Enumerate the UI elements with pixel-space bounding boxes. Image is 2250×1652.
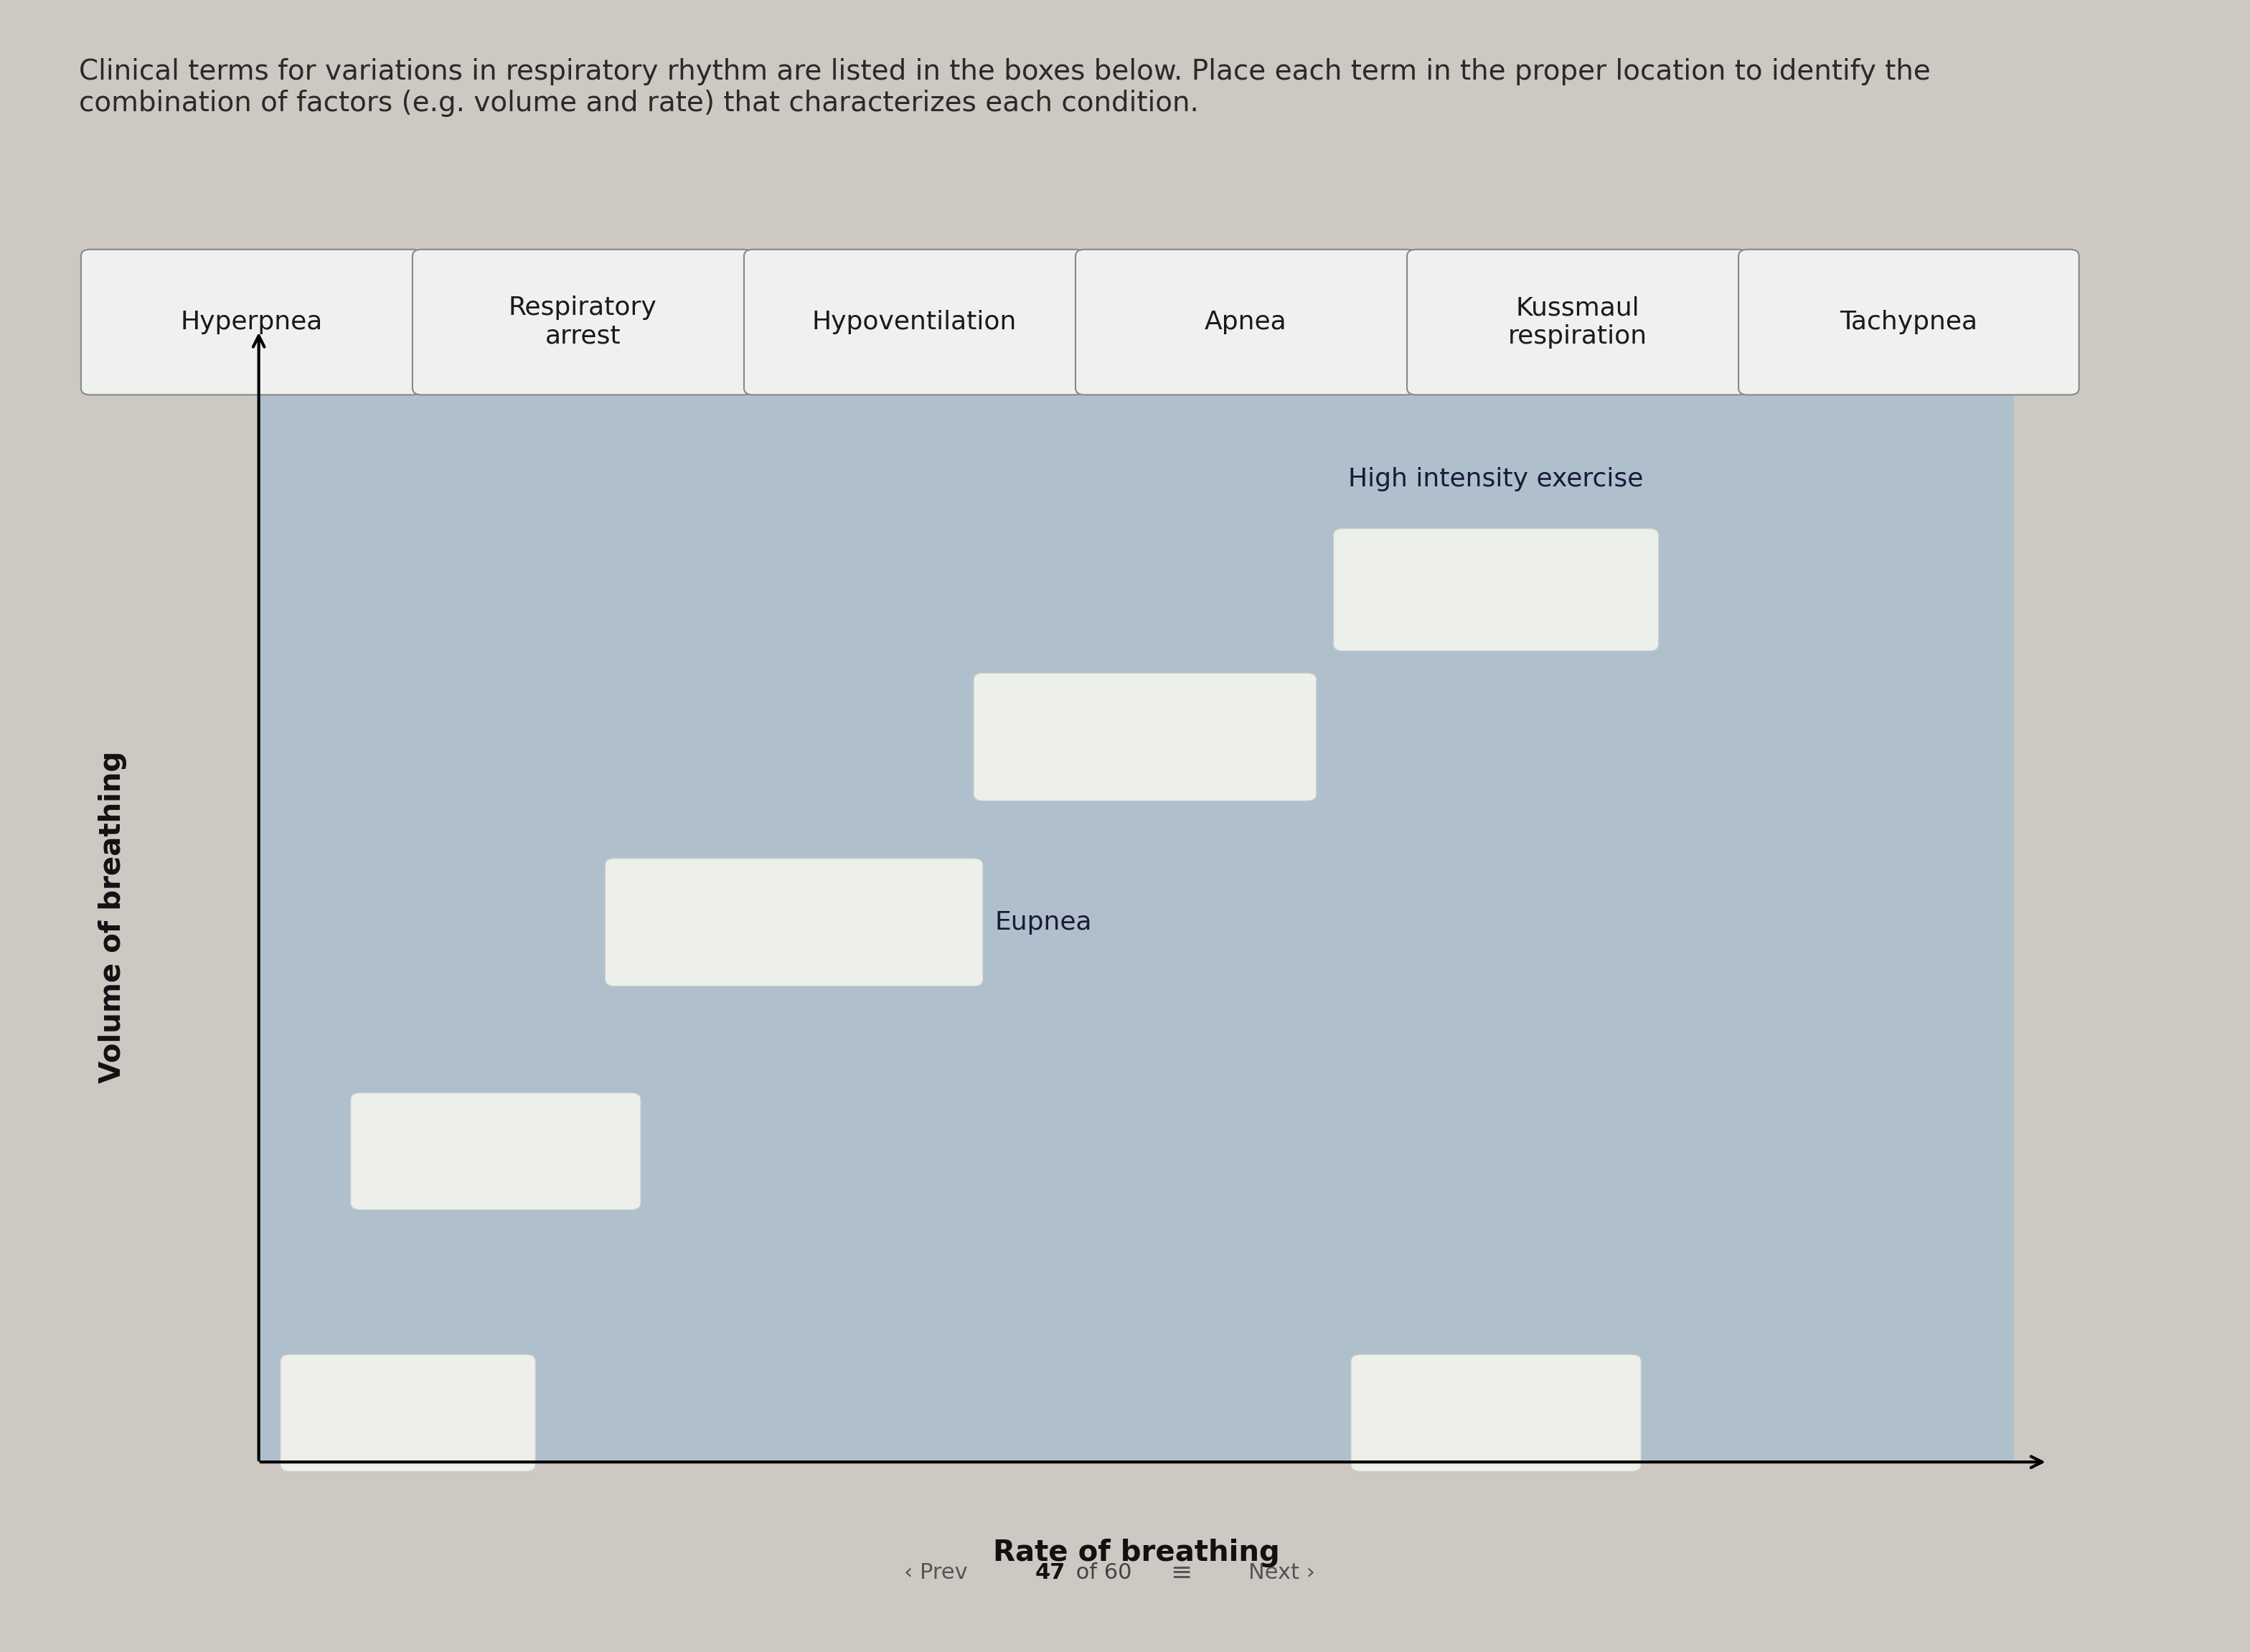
FancyBboxPatch shape <box>1334 529 1658 651</box>
FancyBboxPatch shape <box>351 1094 641 1209</box>
FancyBboxPatch shape <box>1739 249 2079 395</box>
Text: Clinical terms for variations in respiratory rhythm are listed in the boxes belo: Clinical terms for variations in respira… <box>79 58 1930 117</box>
Text: Rate of breathing: Rate of breathing <box>992 1538 1280 1568</box>
Text: of 60: of 60 <box>1069 1563 1132 1583</box>
Text: Apnea: Apnea <box>1204 311 1287 334</box>
FancyBboxPatch shape <box>281 1355 535 1472</box>
FancyBboxPatch shape <box>605 859 983 986</box>
Text: ≡: ≡ <box>1170 1561 1192 1584</box>
Text: High intensity exercise: High intensity exercise <box>1348 468 1642 492</box>
FancyBboxPatch shape <box>974 672 1316 801</box>
Text: Hyperpnea: Hyperpnea <box>180 311 322 334</box>
Text: Respiratory
arrest: Respiratory arrest <box>508 296 657 349</box>
Text: Volume of breathing: Volume of breathing <box>99 750 126 1084</box>
Bar <box>259 372 2014 1462</box>
FancyBboxPatch shape <box>1076 249 1415 395</box>
Text: Eupnea: Eupnea <box>994 910 1091 935</box>
FancyBboxPatch shape <box>1350 1355 1640 1472</box>
Text: ‹ Prev: ‹ Prev <box>904 1563 968 1583</box>
FancyBboxPatch shape <box>1406 249 1748 395</box>
FancyBboxPatch shape <box>81 249 421 395</box>
Text: Hypoventilation: Hypoventilation <box>812 311 1017 334</box>
Text: 47: 47 <box>1035 1563 1066 1583</box>
Text: Kussmaul
respiration: Kussmaul respiration <box>1508 296 1647 349</box>
FancyBboxPatch shape <box>412 249 754 395</box>
Text: Tachypnea: Tachypnea <box>1840 311 1978 334</box>
FancyBboxPatch shape <box>745 249 1084 395</box>
Text: Next ›: Next › <box>1249 1563 1316 1583</box>
